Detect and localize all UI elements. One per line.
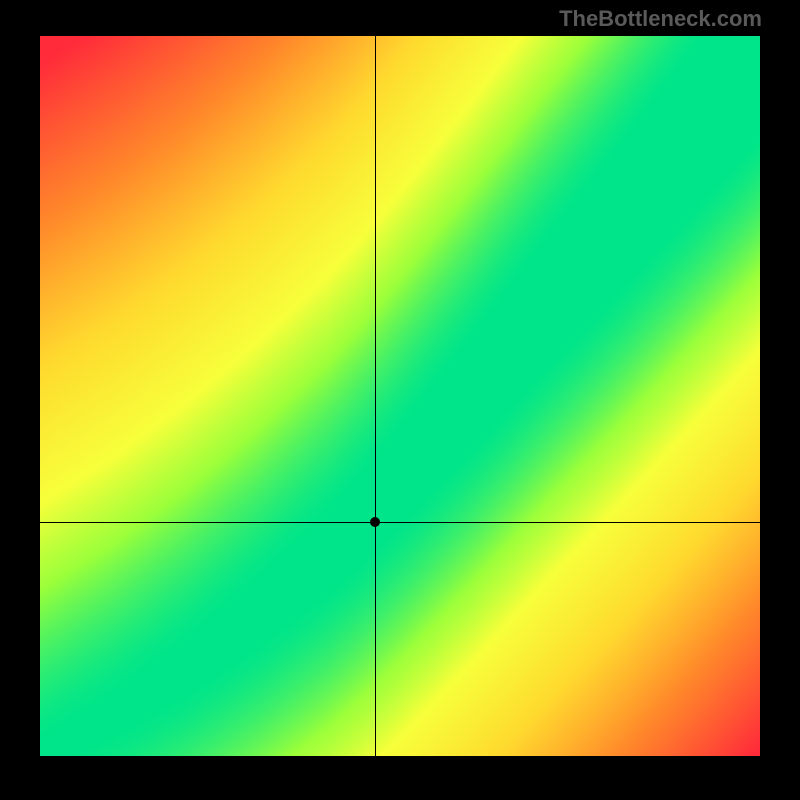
crosshair-horizontal-line [40, 522, 760, 523]
crosshair-marker [370, 517, 380, 527]
crosshair-vertical-line [375, 36, 376, 756]
chart-container: TheBottleneck.com [0, 0, 800, 800]
heatmap-plot-area [40, 36, 760, 756]
watermark-text: TheBottleneck.com [559, 6, 762, 32]
heatmap-canvas [40, 36, 760, 756]
